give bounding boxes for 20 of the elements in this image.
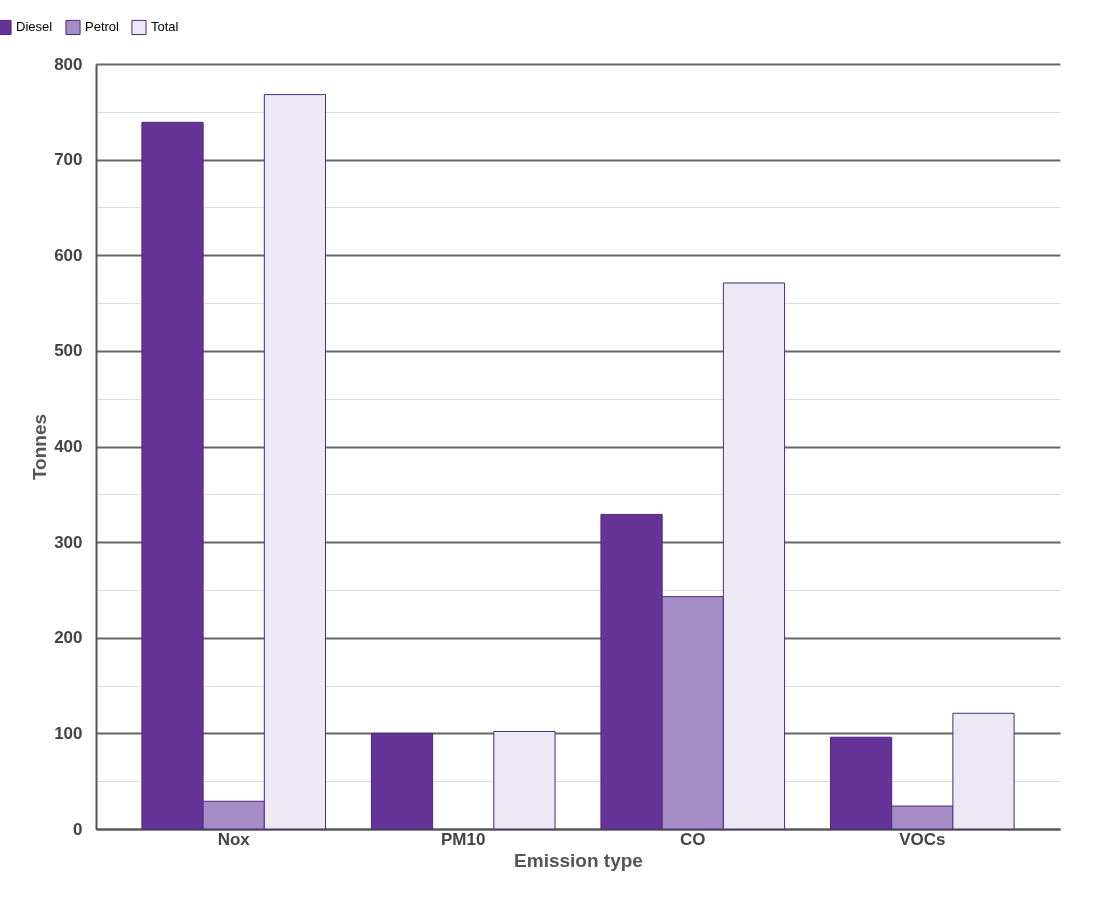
bar (493, 730, 556, 830)
y-tick-label: 0 (73, 819, 83, 839)
x-tick-label: VOCs (899, 829, 946, 849)
legend-label: Diesel (16, 19, 53, 35)
legend-label: Total (151, 19, 179, 35)
y-tick-label: 800 (54, 54, 83, 74)
y-tick-label: 100 (54, 723, 83, 743)
x-axis-title: Emission type (514, 849, 643, 871)
y-axis-title: Tonnes (29, 413, 51, 481)
y-tick-label: 400 (54, 437, 83, 456)
y-tick-label: 700 (54, 150, 83, 170)
legend-label: Petrol (85, 19, 120, 35)
y-tick-label: 300 (54, 532, 83, 552)
y-tick-label: 500 (54, 341, 83, 361)
x-tick-label: CO (680, 829, 706, 849)
x-tick-label: PM10 (441, 829, 486, 849)
bar (370, 732, 434, 830)
y-tick-label: 600 (54, 245, 83, 265)
y-tick-label: 200 (54, 628, 83, 648)
x-tick-label: Nox (217, 829, 251, 849)
